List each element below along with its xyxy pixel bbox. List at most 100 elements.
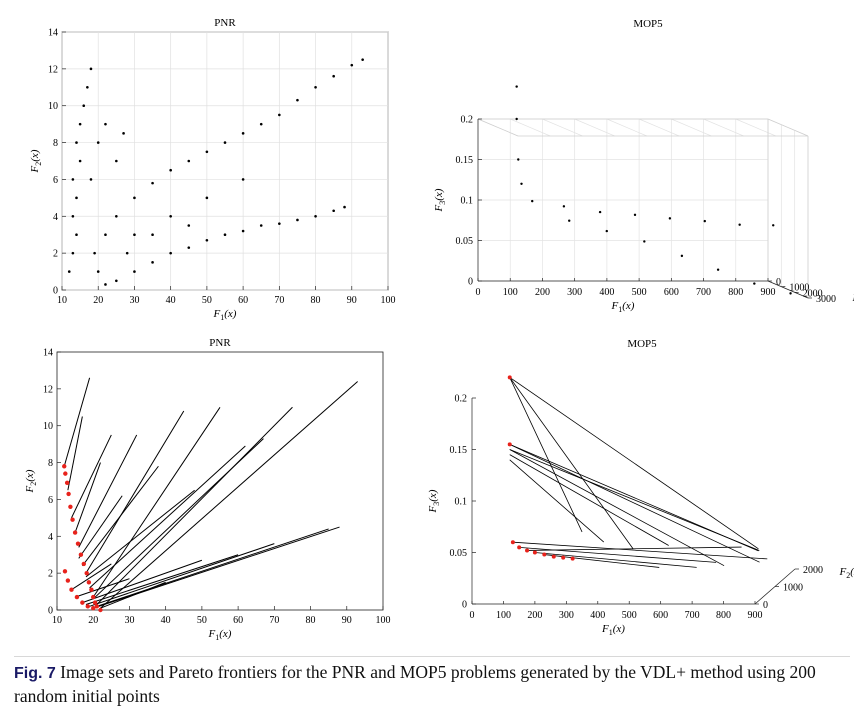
data-point — [223, 141, 227, 144]
grid-line-x — [510, 118, 551, 137]
x-tick-label: 200 — [535, 287, 550, 298]
line-segment — [92, 438, 264, 600]
pnr-pareto-chart: 10 20 30 40 50 60 70 80 90 100 0 2 4 6 8 10 12 14 PNR F1(x)… — [24, 337, 391, 642]
mop5-image-set-chart: 0 100 200 300 400 500 600 700 800 900010002000300… — [433, 18, 854, 314]
y-tick-label: 8 — [48, 458, 53, 469]
caption-divider — [14, 656, 850, 657]
data-point — [343, 205, 346, 209]
data-point — [96, 270, 100, 273]
y-tick-label: 12 — [43, 384, 53, 395]
data-point — [259, 224, 263, 227]
data-point — [86, 85, 89, 89]
pareto-point — [89, 587, 94, 592]
line-segment — [89, 445, 246, 589]
pareto-point — [510, 540, 515, 545]
data-point — [296, 98, 299, 102]
x-tick-label: 100 — [381, 295, 396, 306]
x-tick-label: 300 — [567, 287, 582, 298]
pareto-point — [91, 605, 96, 611]
y-tick-label: 4 — [48, 532, 53, 543]
mop5-pareto-chart: 0 100 200 300 400 500 600 700 800 90001000200000.… — [427, 338, 854, 637]
data-point — [314, 85, 317, 89]
data-point — [205, 150, 209, 154]
y-tick-label: 0 — [48, 606, 53, 617]
z-axis-label: F3(x) — [433, 188, 447, 212]
data-point — [278, 113, 281, 117]
y-tick-label: 4 — [53, 212, 58, 223]
pareto-point — [91, 594, 96, 600]
pareto-point — [551, 554, 556, 559]
x-tick-label: 800 — [716, 610, 731, 621]
x-tick-label: 600 — [653, 610, 668, 621]
y-tick-label: 1000 — [783, 583, 803, 594]
y-axis-label: F2(x) — [839, 566, 854, 580]
z-tick-label: 0 — [462, 600, 467, 611]
x-tick-label: 100 — [503, 287, 518, 298]
chart-title: MOP5 — [627, 338, 657, 350]
data-point — [680, 254, 684, 258]
data-point — [223, 233, 227, 237]
line-segment — [509, 377, 634, 550]
data-point — [187, 246, 191, 249]
z-tick-label: 0.2 — [455, 394, 468, 405]
data-point — [753, 282, 756, 285]
z-tick-label: 0.2 — [461, 115, 474, 126]
pareto-point — [75, 541, 81, 546]
data-point — [668, 217, 672, 220]
pareto-point — [64, 480, 70, 486]
line-segment — [534, 552, 697, 568]
chart-title: MOP5 — [633, 18, 663, 30]
data-point — [151, 181, 154, 185]
data-point — [115, 214, 118, 218]
x-tick-label: 40 — [161, 615, 171, 626]
x-tick-label: 200 — [527, 610, 542, 621]
x-tick-label: 300 — [559, 610, 574, 621]
z-tick-label: 0.15 — [450, 445, 468, 456]
line-segment — [78, 434, 138, 548]
data-point — [71, 251, 75, 255]
x-tick-label: 50 — [202, 295, 212, 306]
data-point — [104, 283, 107, 286]
data-point — [605, 229, 608, 233]
line-segment — [509, 449, 760, 551]
data-point — [361, 58, 364, 61]
pareto-point — [72, 530, 78, 535]
grid-line-x — [606, 118, 648, 137]
plot-area — [61, 31, 389, 291]
data-point — [205, 238, 209, 242]
data-point — [332, 209, 335, 213]
line-segment — [81, 465, 159, 567]
chart-title: PNR — [214, 17, 236, 29]
x-tick-label: 0 — [470, 610, 475, 621]
data-point — [205, 196, 209, 200]
figure-caption: Fig. 7 Image sets and Pareto frontiers f… — [14, 661, 850, 707]
x-tick-label: 700 — [685, 610, 700, 621]
pareto-point — [74, 594, 80, 600]
data-point — [562, 205, 566, 208]
data-point — [187, 224, 191, 227]
line-segment — [509, 449, 725, 567]
y-tick-label: 1000 — [789, 283, 809, 294]
x-tick-label: 10 — [52, 615, 62, 626]
pareto-point — [570, 556, 575, 561]
data-point — [314, 214, 317, 218]
data-point — [67, 270, 71, 273]
pnr-image-set-chart: 10 20 30 40 50 60 70 80 90 100 0 2 4 6 8 10 12 14 PNR F1(x)… — [29, 17, 396, 322]
data-point — [125, 251, 129, 255]
pareto-point — [78, 552, 84, 557]
data-point — [598, 210, 602, 214]
x-tick-label: 70 — [269, 615, 279, 626]
data-point — [520, 182, 523, 185]
line-segment — [509, 443, 760, 563]
data-point — [75, 196, 78, 200]
x-tick-label: 60 — [233, 615, 243, 626]
line-segment — [512, 541, 768, 560]
pareto-point — [68, 504, 73, 509]
z-tick-label: 0.15 — [456, 155, 474, 166]
line-segment — [63, 377, 91, 467]
y-tick-label: 2000 — [803, 565, 823, 576]
line-segment — [100, 381, 358, 609]
x-tick-label: 20 — [93, 295, 103, 306]
y-tick-label: 0 — [763, 600, 768, 611]
data-point — [104, 122, 107, 126]
